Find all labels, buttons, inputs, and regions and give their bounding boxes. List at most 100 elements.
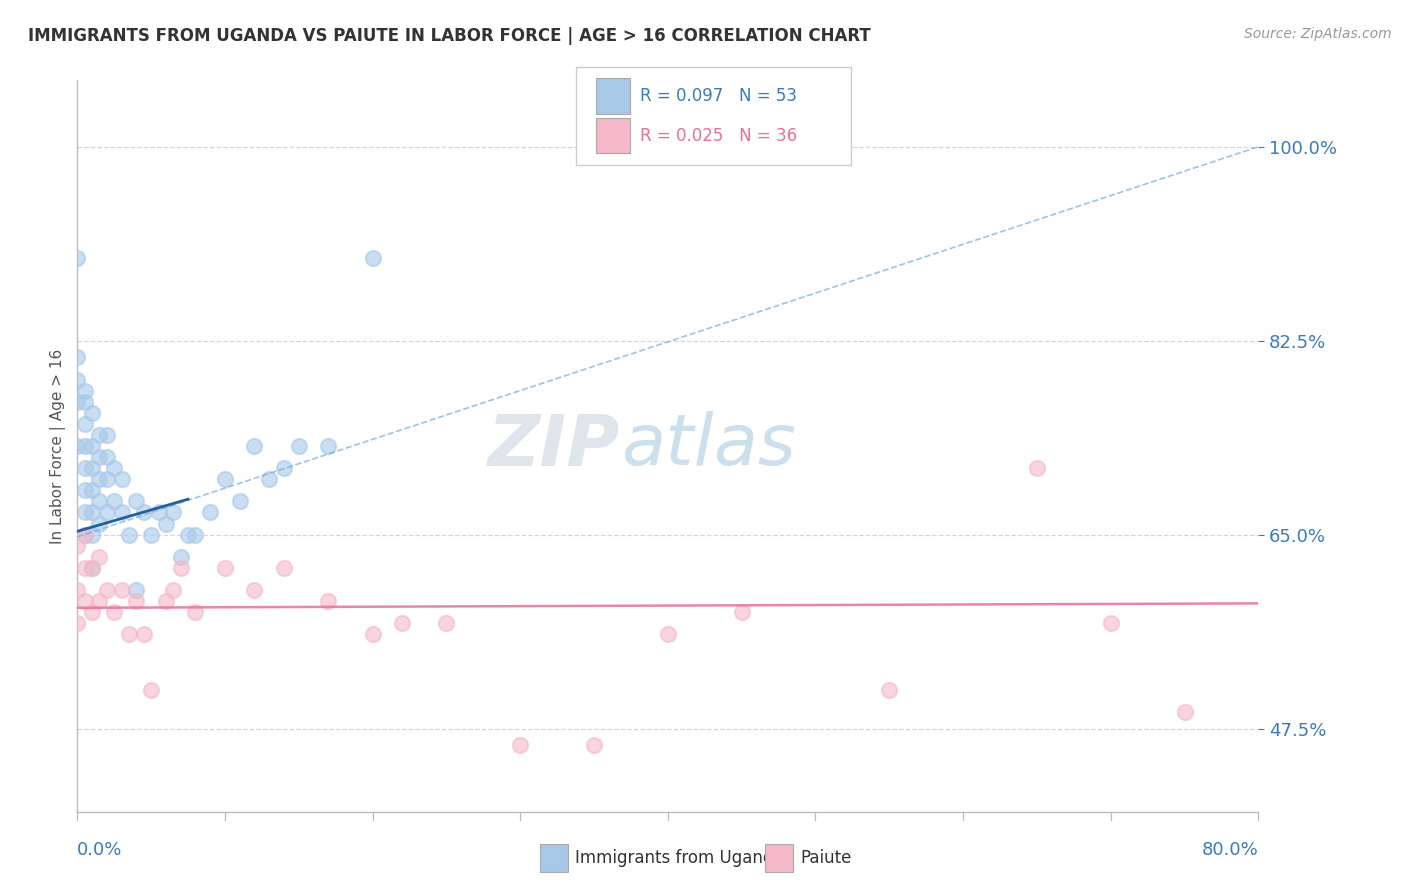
Point <box>73 483 96 498</box>
Point <box>89 516 111 531</box>
Point <box>96 472 118 486</box>
Point <box>73 461 96 475</box>
Point <box>89 594 111 608</box>
Point <box>73 394 96 409</box>
Point <box>155 516 177 531</box>
Text: Paiute: Paiute <box>800 849 852 867</box>
Point <box>66 439 89 453</box>
Point <box>141 682 163 697</box>
Text: 80.0%: 80.0% <box>1202 841 1258 859</box>
Point <box>96 428 118 442</box>
Point <box>89 549 111 564</box>
Point <box>318 439 340 453</box>
Point <box>111 506 132 520</box>
Point <box>111 472 132 486</box>
Point <box>66 394 89 409</box>
Point <box>96 450 118 464</box>
Point <box>82 406 104 420</box>
Text: 0.0%: 0.0% <box>77 841 122 859</box>
Point <box>89 450 111 464</box>
Point <box>361 251 384 265</box>
Point <box>111 583 132 598</box>
Point <box>96 583 118 598</box>
Point <box>82 605 104 619</box>
Point <box>170 549 193 564</box>
Point <box>361 627 384 641</box>
Point <box>132 506 155 520</box>
Point <box>214 561 236 575</box>
Point <box>879 682 901 697</box>
Text: Source: ZipAtlas.com: Source: ZipAtlas.com <box>1244 27 1392 41</box>
Point <box>73 417 96 431</box>
Point <box>103 461 125 475</box>
Point <box>259 472 281 486</box>
Text: Immigrants from Uganda: Immigrants from Uganda <box>575 849 783 867</box>
Point <box>391 616 413 631</box>
Point <box>1099 616 1122 631</box>
Point <box>66 616 89 631</box>
Text: IMMIGRANTS FROM UGANDA VS PAIUTE IN LABOR FORCE | AGE > 16 CORRELATION CHART: IMMIGRANTS FROM UGANDA VS PAIUTE IN LABO… <box>28 27 870 45</box>
Point <box>228 494 252 508</box>
Point <box>89 472 111 486</box>
Point <box>162 583 184 598</box>
Point <box>141 527 163 541</box>
Point <box>657 627 679 641</box>
Point <box>132 627 155 641</box>
Point <box>243 439 266 453</box>
Text: R = 0.097   N = 53: R = 0.097 N = 53 <box>640 87 797 105</box>
Point <box>103 494 125 508</box>
Point <box>82 439 104 453</box>
Point <box>73 506 96 520</box>
Point <box>82 483 104 498</box>
Point <box>170 561 193 575</box>
Point <box>288 439 311 453</box>
Point <box>66 539 89 553</box>
Point <box>89 428 111 442</box>
Point <box>82 527 104 541</box>
Point <box>118 627 141 641</box>
Point <box>125 583 148 598</box>
Point <box>214 472 236 486</box>
Point <box>184 605 207 619</box>
Point <box>318 594 340 608</box>
Point <box>125 594 148 608</box>
Y-axis label: In Labor Force | Age > 16: In Labor Force | Age > 16 <box>51 349 66 543</box>
Point <box>155 594 177 608</box>
Point <box>73 384 96 398</box>
Point <box>73 561 96 575</box>
Point <box>583 738 606 752</box>
Point <box>731 605 754 619</box>
Point <box>73 439 96 453</box>
Point <box>66 583 89 598</box>
Text: R = 0.025   N = 36: R = 0.025 N = 36 <box>640 127 797 145</box>
Point <box>162 506 184 520</box>
Point <box>1026 461 1049 475</box>
Point <box>82 461 104 475</box>
Point <box>125 494 148 508</box>
Point <box>73 527 96 541</box>
Point <box>82 561 104 575</box>
Point <box>103 605 125 619</box>
Point <box>89 494 111 508</box>
Point <box>82 561 104 575</box>
Point <box>73 594 96 608</box>
Point <box>148 506 170 520</box>
Point <box>96 506 118 520</box>
Point <box>177 527 200 541</box>
Point <box>66 372 89 386</box>
Point <box>509 738 531 752</box>
Point <box>82 506 104 520</box>
Point <box>66 251 89 265</box>
Point <box>273 561 295 575</box>
Text: ZIP: ZIP <box>488 411 620 481</box>
Point <box>1174 705 1197 719</box>
Point <box>184 527 207 541</box>
Text: atlas: atlas <box>620 411 796 481</box>
Point <box>118 527 141 541</box>
Point <box>273 461 295 475</box>
Point <box>200 506 222 520</box>
Point <box>73 527 96 541</box>
Point <box>66 351 89 365</box>
Point <box>243 583 266 598</box>
Point <box>436 616 458 631</box>
